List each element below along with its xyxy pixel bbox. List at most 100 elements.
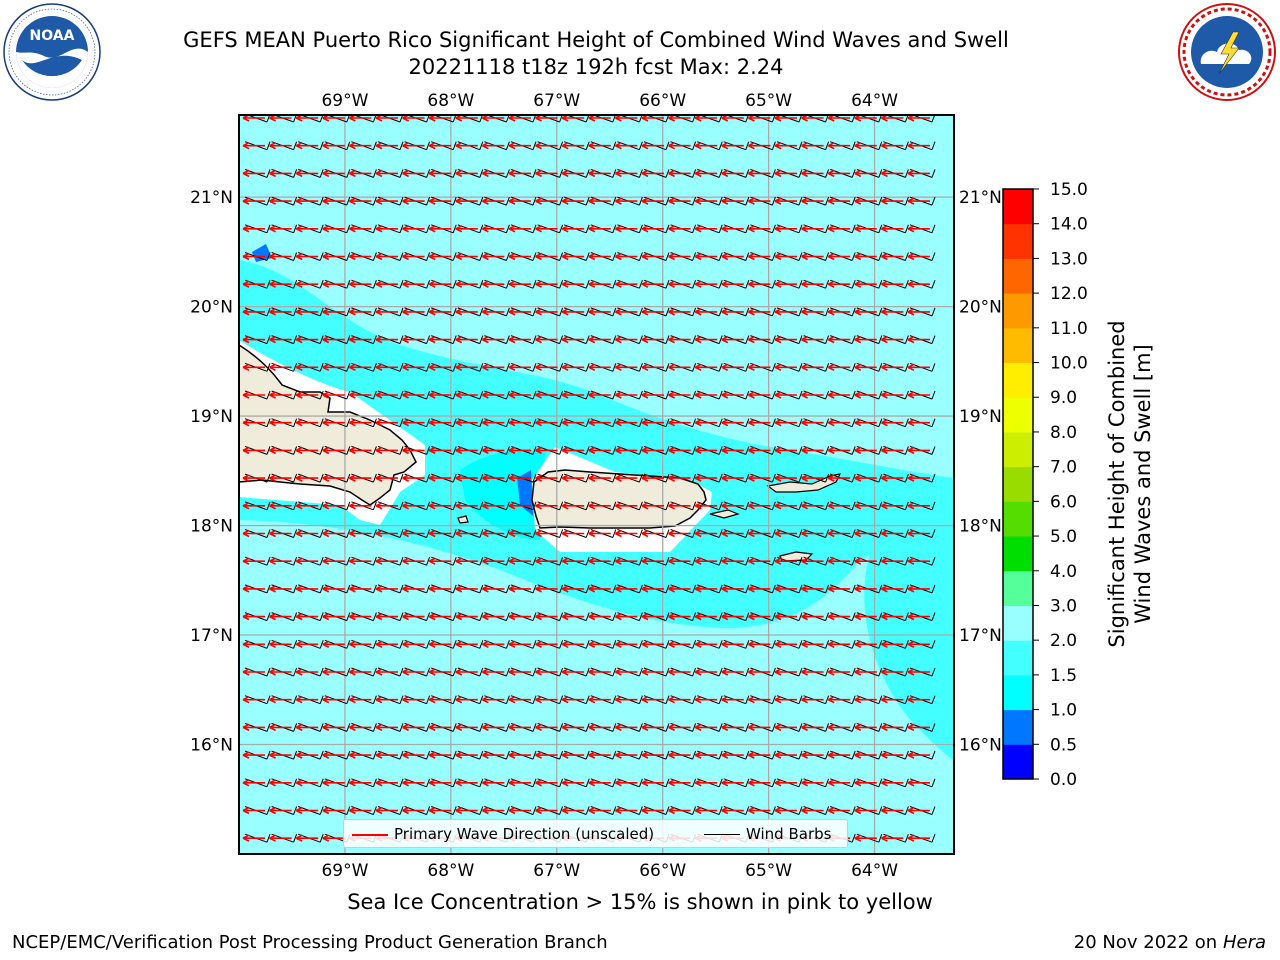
wave-direction-arrow — [588, 640, 611, 649]
wave-direction-arrow — [561, 474, 585, 482]
wave-direction-arrow — [907, 502, 930, 510]
wave-direction-arrow — [615, 806, 638, 815]
wave-direction-arrow — [561, 723, 585, 732]
wave-direction-arrow — [561, 225, 585, 233]
chart-title: GEFS MEAN Puerto Rico Significant Height… — [183, 28, 1009, 52]
colorbar-title-line1: Significant Height of Combined — [1105, 320, 1129, 647]
wave-direction-arrow — [615, 280, 638, 288]
colorbar-band — [1003, 501, 1033, 537]
wave-direction-arrow — [641, 557, 664, 565]
wave-direction-arrow — [641, 418, 664, 427]
wave-direction-arrow — [508, 779, 531, 787]
wave-direction-arrow — [588, 612, 611, 621]
wave-direction-arrow — [907, 308, 930, 316]
wave-direction-arrow — [269, 308, 292, 316]
wave-direction-arrow — [801, 695, 824, 704]
wave-direction-arrow — [668, 335, 691, 344]
wave-direction-arrow — [561, 308, 585, 316]
wave-direction-arrow — [428, 668, 452, 676]
wave-direction-arrow — [322, 723, 345, 732]
wave-direction-arrow — [668, 446, 691, 455]
wave-direction-arrow — [428, 280, 452, 288]
colorbar-tick-label: 10.0 — [1050, 354, 1088, 374]
wave-direction-arrow — [721, 141, 744, 150]
wave-direction-arrow — [641, 335, 664, 344]
wave-direction-arrow — [748, 391, 771, 399]
wave-direction-arrow — [508, 695, 531, 704]
wave-direction-arrow — [588, 668, 611, 676]
wave-direction-arrow — [535, 502, 558, 510]
wave-direction-arrow — [694, 197, 718, 205]
wave-direction-arrow — [242, 695, 265, 704]
wave-direction-arrow — [774, 751, 797, 759]
wave-direction-arrow — [641, 197, 664, 205]
wave-direction-arrow — [508, 391, 531, 399]
wave-direction-arrow — [482, 585, 505, 593]
wave-direction-arrow — [827, 280, 851, 288]
wave-direction-arrow — [774, 308, 797, 316]
wave-direction-arrow — [561, 169, 585, 178]
wave-direction-arrow — [535, 418, 558, 427]
wave-direction-arrow — [428, 308, 452, 316]
wave-direction-arrow — [375, 252, 398, 261]
wave-direction-arrow — [588, 252, 611, 261]
wave-direction-arrow — [295, 363, 319, 372]
wave-direction-arrow — [375, 169, 398, 178]
wave-direction-arrow — [349, 141, 372, 150]
wave-direction-arrow — [402, 668, 425, 676]
wave-direction-arrow — [535, 751, 558, 759]
wave-direction-arrow — [295, 557, 319, 565]
wave-direction-arrow — [242, 502, 265, 510]
wave-direction-arrow — [774, 225, 797, 233]
wave-direction-arrow — [535, 335, 558, 344]
wave-direction-arrow — [881, 418, 904, 427]
wave-direction-arrow — [774, 779, 797, 787]
wave-direction-arrow — [482, 751, 505, 759]
wave-direction-arrow — [508, 723, 531, 732]
wave-direction-arrow — [801, 723, 824, 732]
wave-direction-arrow — [402, 169, 425, 178]
wave-direction-arrow — [269, 668, 292, 676]
wave-direction-arrow — [641, 474, 664, 482]
noaa-logo-icon: NOAA — [3, 3, 101, 101]
colorbar-band — [1003, 362, 1033, 398]
wave-direction-arrow — [774, 363, 797, 372]
wave-direction-arrow — [881, 474, 904, 482]
wave-direction-arrow — [322, 474, 345, 482]
wave-direction-arrow — [482, 280, 505, 288]
wave-direction-arrow — [428, 640, 452, 649]
wave-direction-arrow — [854, 252, 877, 261]
wave-direction-arrow — [774, 668, 797, 676]
wave-direction-arrow — [854, 751, 877, 759]
wave-direction-arrow — [748, 169, 771, 178]
wave-direction-arrow — [349, 529, 372, 538]
colorbar: 15.0 14.0 13.0 12.0 11.0 10.0 9.0 8.0 7.0 6.0 5.0 4… — [1002, 180, 1155, 790]
wave-direction-arrow — [428, 335, 452, 344]
wave-direction-arrow — [694, 529, 718, 538]
wave-direction-arrow — [349, 391, 372, 399]
wave-direction-arrow — [508, 308, 531, 316]
wave-direction-arrow — [349, 335, 372, 344]
wave-direction-arrow — [375, 751, 398, 759]
lat-tick-label-left: 20°N — [190, 298, 233, 318]
wave-direction-arrow — [854, 197, 877, 205]
colorbar-tick-label: 13.0 — [1050, 249, 1088, 269]
wave-direction-arrow — [242, 474, 265, 482]
map-area — [239, 115, 954, 854]
wave-direction-arrow — [402, 695, 425, 704]
wave-direction-arrow — [269, 225, 292, 233]
wave-direction-arrow — [721, 751, 744, 759]
wave-direction-arrow — [748, 529, 771, 538]
wave-direction-arrow — [881, 806, 904, 815]
wave-direction-arrow — [907, 335, 930, 344]
wave-direction-arrow — [827, 557, 851, 565]
wave-direction-arrow — [482, 612, 505, 621]
wave-direction-arrow — [774, 529, 797, 538]
colorbar-band — [1003, 605, 1033, 641]
wave-direction-arrow — [508, 197, 531, 205]
wave-direction-arrow — [375, 585, 398, 593]
wave-direction-arrow — [269, 252, 292, 261]
wave-direction-arrow — [482, 557, 505, 565]
wave-direction-arrow — [295, 225, 319, 233]
colorbar-band — [1003, 189, 1033, 225]
